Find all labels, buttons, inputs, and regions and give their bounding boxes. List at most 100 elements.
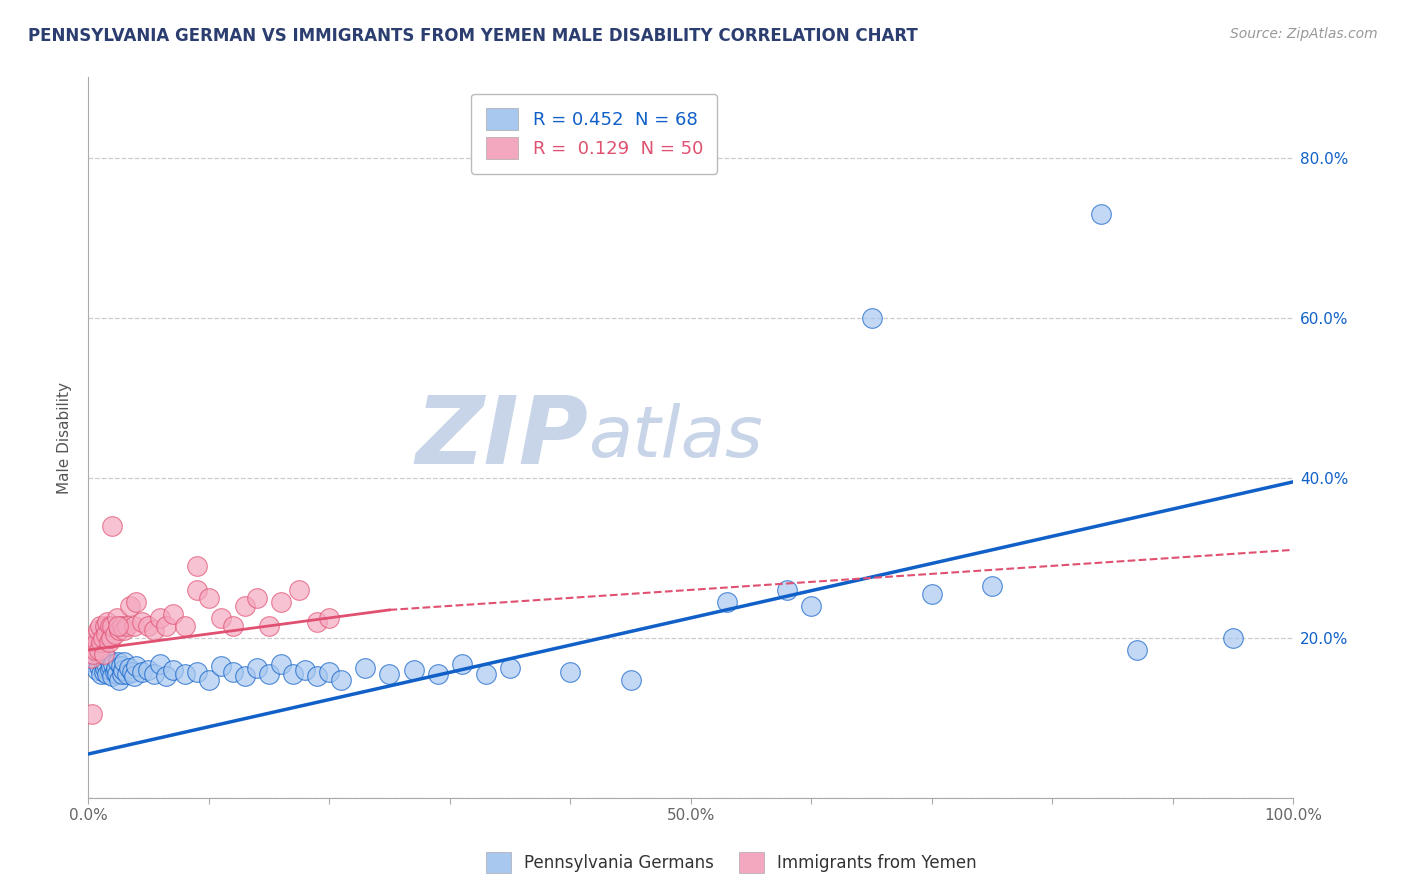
Point bbox=[197, 673, 219, 687]
Point bbox=[111, 667, 134, 681]
Point bbox=[186, 665, 208, 679]
Point bbox=[108, 623, 131, 637]
Text: PENNSYLVANIA GERMAN VS IMMIGRANTS FROM YEMEN MALE DISABILITY CORRELATION CHART: PENNSYLVANIA GERMAN VS IMMIGRANTS FROM Y… bbox=[28, 27, 918, 45]
Point bbox=[281, 667, 304, 681]
Point bbox=[89, 619, 111, 633]
Point bbox=[122, 669, 145, 683]
Point bbox=[112, 623, 135, 637]
Point bbox=[149, 611, 172, 625]
Point bbox=[98, 663, 121, 677]
Point bbox=[105, 667, 128, 681]
Legend: Pennsylvania Germans, Immigrants from Yemen: Pennsylvania Germans, Immigrants from Ye… bbox=[479, 846, 983, 880]
Point bbox=[87, 623, 110, 637]
Point bbox=[402, 663, 425, 677]
Point bbox=[94, 661, 117, 675]
Point bbox=[173, 667, 195, 681]
Point bbox=[103, 657, 125, 671]
Point bbox=[80, 706, 103, 721]
Point bbox=[112, 655, 135, 669]
Point bbox=[93, 665, 115, 679]
Point bbox=[131, 665, 153, 679]
Point bbox=[118, 661, 141, 675]
Text: atlas: atlas bbox=[588, 403, 763, 472]
Point bbox=[716, 595, 738, 609]
Point bbox=[110, 659, 132, 673]
Point bbox=[91, 631, 114, 645]
Point bbox=[209, 611, 232, 625]
Point bbox=[1222, 631, 1244, 645]
Point bbox=[89, 647, 111, 661]
Point bbox=[101, 518, 124, 533]
Point bbox=[131, 615, 153, 629]
Point bbox=[125, 595, 148, 609]
Point bbox=[270, 657, 292, 671]
Point bbox=[186, 558, 208, 573]
Point bbox=[288, 582, 311, 597]
Point bbox=[257, 667, 280, 681]
Point bbox=[270, 595, 292, 609]
Point bbox=[125, 659, 148, 673]
Legend: R = 0.452  N = 68, R =  0.129  N = 50: R = 0.452 N = 68, R = 0.129 N = 50 bbox=[471, 94, 717, 174]
Point bbox=[94, 619, 117, 633]
Point bbox=[104, 627, 127, 641]
Point bbox=[84, 643, 107, 657]
Point bbox=[330, 673, 353, 687]
Point bbox=[86, 663, 108, 677]
Y-axis label: Male Disability: Male Disability bbox=[58, 382, 72, 494]
Point bbox=[80, 639, 103, 653]
Point bbox=[104, 665, 127, 679]
Point bbox=[378, 667, 401, 681]
Point bbox=[87, 643, 110, 657]
Point bbox=[318, 611, 340, 625]
Point bbox=[101, 619, 124, 633]
Point bbox=[619, 673, 641, 687]
Point bbox=[233, 669, 256, 683]
Point bbox=[97, 635, 120, 649]
Point bbox=[138, 663, 160, 677]
Point bbox=[82, 647, 104, 661]
Point bbox=[426, 667, 449, 681]
Point bbox=[108, 673, 131, 687]
Point bbox=[143, 667, 166, 681]
Point bbox=[450, 657, 472, 671]
Point bbox=[105, 611, 128, 625]
Point bbox=[1125, 643, 1147, 657]
Point bbox=[83, 631, 105, 645]
Point bbox=[101, 669, 124, 683]
Point bbox=[257, 619, 280, 633]
Point bbox=[294, 663, 316, 677]
Point bbox=[197, 591, 219, 605]
Point bbox=[138, 619, 160, 633]
Text: ZIP: ZIP bbox=[415, 392, 588, 483]
Point bbox=[149, 657, 172, 671]
Point bbox=[104, 661, 127, 675]
Point bbox=[233, 599, 256, 613]
Point bbox=[93, 647, 115, 661]
Point bbox=[115, 667, 138, 681]
Point bbox=[120, 599, 142, 613]
Point bbox=[86, 635, 108, 649]
Point bbox=[87, 659, 110, 673]
Point bbox=[96, 667, 118, 681]
Point bbox=[96, 615, 118, 629]
Point bbox=[83, 651, 105, 665]
Point bbox=[209, 659, 232, 673]
Point bbox=[121, 665, 143, 679]
Point bbox=[107, 619, 129, 633]
Point bbox=[155, 669, 177, 683]
Point bbox=[111, 619, 134, 633]
Point bbox=[96, 627, 118, 641]
Point bbox=[246, 591, 269, 605]
Point bbox=[560, 665, 582, 679]
Point bbox=[475, 667, 498, 681]
Point bbox=[112, 663, 135, 677]
Point bbox=[222, 619, 245, 633]
Point bbox=[354, 661, 377, 675]
Point bbox=[307, 615, 329, 629]
Point bbox=[79, 651, 101, 665]
Point bbox=[107, 655, 129, 669]
Point bbox=[173, 619, 195, 633]
Point bbox=[307, 669, 329, 683]
Point bbox=[776, 582, 799, 597]
Point bbox=[143, 623, 166, 637]
